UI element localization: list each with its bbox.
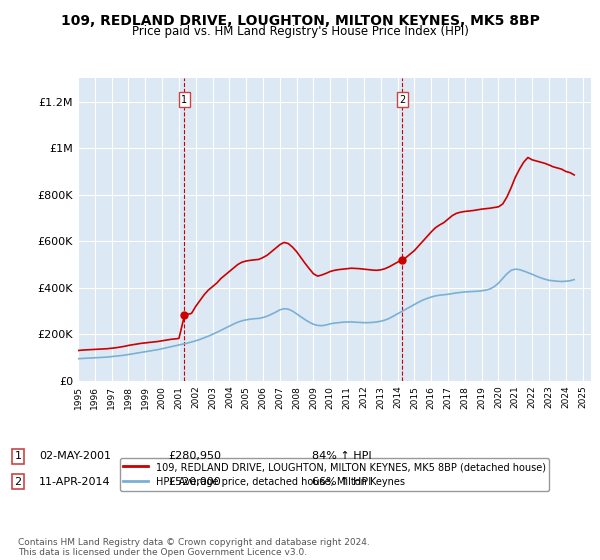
Text: Price paid vs. HM Land Registry's House Price Index (HPI): Price paid vs. HM Land Registry's House … xyxy=(131,25,469,38)
Text: Contains HM Land Registry data © Crown copyright and database right 2024.
This d: Contains HM Land Registry data © Crown c… xyxy=(18,538,370,557)
Text: £520,000: £520,000 xyxy=(168,477,221,487)
Text: 02-MAY-2001: 02-MAY-2001 xyxy=(39,451,111,461)
Text: 1: 1 xyxy=(14,451,22,461)
Legend: 109, REDLAND DRIVE, LOUGHTON, MILTON KEYNES, MK5 8BP (detached house), HPI: Aver: 109, REDLAND DRIVE, LOUGHTON, MILTON KEY… xyxy=(119,458,550,491)
Text: 2: 2 xyxy=(14,477,22,487)
Text: 11-APR-2014: 11-APR-2014 xyxy=(39,477,110,487)
Text: 1: 1 xyxy=(181,95,188,105)
Text: 66% ↑ HPI: 66% ↑ HPI xyxy=(312,477,371,487)
Text: 109, REDLAND DRIVE, LOUGHTON, MILTON KEYNES, MK5 8BP: 109, REDLAND DRIVE, LOUGHTON, MILTON KEY… xyxy=(61,14,539,28)
Text: 2: 2 xyxy=(399,95,406,105)
Text: 84% ↑ HPI: 84% ↑ HPI xyxy=(312,451,371,461)
Text: £280,950: £280,950 xyxy=(168,451,221,461)
